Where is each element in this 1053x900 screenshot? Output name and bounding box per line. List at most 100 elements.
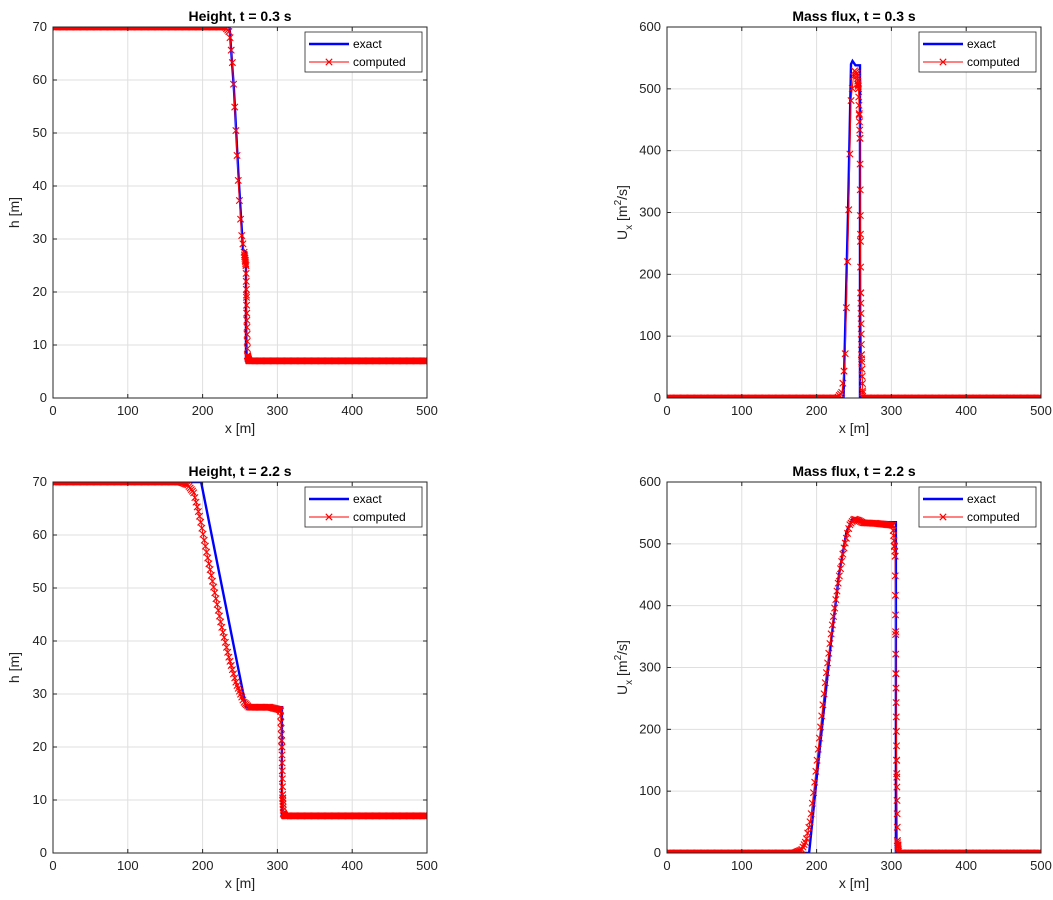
data-point-marker xyxy=(279,797,287,805)
data-point-marker xyxy=(892,670,900,678)
data-point-marker xyxy=(893,796,901,805)
legend-marker xyxy=(325,513,333,521)
data-point-marker xyxy=(816,723,825,731)
data-point-marker xyxy=(225,27,233,36)
series-markers-computed xyxy=(667,67,1041,398)
data-point-marker xyxy=(855,111,863,119)
data-point-marker xyxy=(278,737,286,745)
data-point-marker xyxy=(854,82,862,90)
data-layer xyxy=(53,482,427,820)
legend-label-exact: exact xyxy=(967,492,996,506)
y-tick-label: 0 xyxy=(40,845,47,860)
y-axis-label: Ux [m2/s] xyxy=(613,640,635,695)
x-tick-label: 0 xyxy=(49,858,56,873)
data-point-marker xyxy=(856,160,864,168)
data-point-marker xyxy=(245,357,253,365)
legend-marker xyxy=(325,58,333,66)
data-point-marker xyxy=(197,518,205,526)
data-point-marker xyxy=(195,512,204,520)
data-point-marker xyxy=(858,379,867,388)
data-point-marker xyxy=(893,810,901,818)
series-markers-computed xyxy=(53,27,427,365)
y-tick-label: 0 xyxy=(654,845,661,860)
data-point-marker xyxy=(824,659,832,667)
data-point-marker xyxy=(213,600,221,609)
data-point-marker xyxy=(422,812,427,820)
data-point-marker xyxy=(891,611,900,619)
data-point-marker xyxy=(840,367,848,375)
y-tick-label: 20 xyxy=(33,739,47,754)
data-point-marker xyxy=(242,277,250,285)
data-point-marker xyxy=(277,718,285,726)
data-point-marker xyxy=(215,612,224,620)
data-point-marker xyxy=(845,206,853,214)
chart-panel-2: 0 100 200 300 400 500 0 100 200 300 400 500 600 Mass … xyxy=(613,8,1052,436)
y-tick-label: 300 xyxy=(639,205,661,220)
data-point-marker xyxy=(857,263,865,271)
data-point-marker xyxy=(242,293,251,301)
legend-box xyxy=(918,486,1037,528)
series-markers-computed xyxy=(53,482,427,820)
chart-title: Mass flux, t = 2.2 s xyxy=(792,463,916,479)
x-tick-label: 300 xyxy=(881,858,903,873)
data-point-marker xyxy=(243,301,251,309)
data-point-marker xyxy=(243,344,251,353)
data-point-marker xyxy=(805,823,813,832)
x-tick-label: 0 xyxy=(663,858,670,873)
data-point-marker xyxy=(893,770,901,778)
data-point-marker xyxy=(807,810,815,818)
data-point-marker xyxy=(278,767,286,775)
data-point-marker xyxy=(1037,394,1041,398)
data-point-marker xyxy=(242,269,250,278)
data-point-marker xyxy=(243,309,251,317)
data-point-marker xyxy=(825,649,833,657)
x-tick-label: 400 xyxy=(955,403,977,418)
data-point-marker xyxy=(214,606,222,614)
data-point-marker xyxy=(891,572,899,580)
data-point-marker xyxy=(217,618,225,626)
data-point-marker xyxy=(835,572,843,580)
chart-panel-3: 0 100 200 300 400 500 0 10 20 30 40 50 60 70 Height, t… xyxy=(6,463,438,891)
data-point-marker xyxy=(808,799,816,807)
y-tick-label: 70 xyxy=(33,474,47,489)
data-layer xyxy=(667,515,1041,853)
data-point-marker xyxy=(857,351,866,359)
data-point-marker xyxy=(857,320,865,328)
x-tick-label: 0 xyxy=(49,403,56,418)
data-point-marker xyxy=(277,712,285,720)
data-point-marker xyxy=(227,661,235,670)
data-point-marker xyxy=(243,337,251,346)
data-point-marker xyxy=(856,186,864,194)
data-point-marker xyxy=(855,101,863,109)
y-tick-label: 40 xyxy=(33,633,47,648)
y-tick-label: 500 xyxy=(639,536,661,551)
data-point-marker xyxy=(219,27,227,31)
data-point-marker xyxy=(227,46,235,54)
data-point-marker xyxy=(887,521,895,529)
data-point-marker xyxy=(279,800,287,808)
x-tick-label: 100 xyxy=(731,858,753,873)
chart-panel-1: 0 100 200 300 400 500 0 10 20 30 40 50 60 70 Height, t… xyxy=(6,8,438,436)
data-point-marker xyxy=(856,230,865,238)
data-point-marker xyxy=(278,759,286,767)
data-point-marker xyxy=(822,669,831,677)
data-point-marker xyxy=(855,93,863,101)
data-point-marker xyxy=(243,323,251,331)
data-point-marker xyxy=(892,630,900,639)
data-point-marker xyxy=(814,745,822,753)
chart-panel-4: 0 100 200 300 400 500 0 100 200 300 400 500 600 Mass … xyxy=(613,463,1052,891)
x-tick-label: 500 xyxy=(1030,858,1052,873)
legend-box xyxy=(304,31,423,73)
data-point-marker xyxy=(892,650,900,658)
data-point-marker xyxy=(839,379,847,387)
data-point-marker xyxy=(238,231,246,240)
x-tick-label: 300 xyxy=(267,858,289,873)
legend-label-exact: exact xyxy=(353,492,382,506)
x-axis-label: x [m] xyxy=(839,875,869,891)
data-point-marker xyxy=(242,261,250,270)
x-axis-label: x [m] xyxy=(839,420,869,436)
data-point-marker xyxy=(893,823,901,831)
y-tick-label: 0 xyxy=(654,390,661,405)
data-point-marker xyxy=(829,612,838,621)
